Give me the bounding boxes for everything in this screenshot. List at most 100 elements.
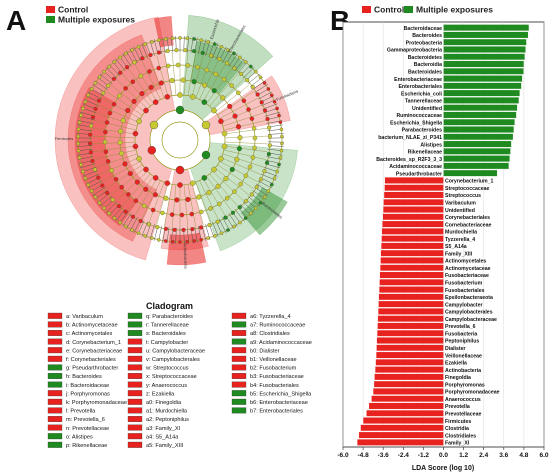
clade-node [221, 130, 228, 137]
clade-branch-inner [183, 184, 189, 228]
clade-node [213, 42, 217, 46]
legend-b-control-swatch [362, 6, 371, 13]
clade-branch-inner [224, 141, 268, 145]
clade-node [92, 167, 98, 172]
key-swatch [47, 390, 63, 397]
clade-node [86, 93, 91, 98]
lda-bar [382, 213, 444, 221]
clade-node [185, 63, 191, 68]
lda-bar [443, 148, 511, 155]
clade-node [230, 210, 235, 215]
key-item-label: a1: Murdochiella [146, 409, 188, 415]
lda-bar-label: Bacteroidetes [408, 55, 442, 61]
clade-node [235, 124, 242, 130]
clade-branch [99, 73, 113, 85]
key-swatch [231, 381, 247, 388]
key-swatch [231, 390, 247, 397]
clade-node [146, 222, 151, 227]
clade-node [241, 98, 247, 104]
clade-node [185, 36, 189, 40]
clade-branch-inner [223, 149, 266, 160]
clade-branch-inner [102, 161, 141, 182]
key-swatch [47, 338, 63, 345]
clade-branch [141, 43, 148, 59]
lda-bar-label: Dialister [445, 346, 465, 352]
lda-bar [443, 104, 518, 111]
clade-branch-inner [171, 52, 177, 96]
clade-node [76, 141, 80, 146]
key-swatch [231, 398, 247, 405]
key-swatch [231, 338, 247, 345]
lda-bar-label: Firmicutes [445, 419, 471, 425]
clade-node [118, 220, 122, 225]
lda-tick-label: 2.4 [479, 452, 488, 459]
clade-node [130, 214, 136, 219]
key-swatch [47, 433, 63, 440]
clade-node [243, 173, 249, 179]
clade-node [227, 103, 233, 109]
lda-bar [443, 31, 529, 39]
lda-bar-label: Bacteroides [412, 33, 442, 39]
lda-bar-label: Veillonellaceae [445, 353, 482, 359]
clade-branch-inner [212, 79, 244, 110]
clade-node [107, 110, 113, 116]
lda-bar [376, 344, 444, 352]
clade-node [258, 75, 263, 79]
clade-node [81, 169, 85, 174]
key-swatch [127, 433, 143, 440]
clade-node [140, 56, 145, 61]
lda-bar-label: Bacteroidia [414, 62, 442, 68]
lda-bar-label: Prevotella [445, 404, 470, 410]
clade-branch [99, 195, 113, 207]
clade-node [237, 135, 243, 141]
clade-node [89, 123, 94, 128]
clade-branch-inner [199, 60, 219, 100]
clade-node [130, 79, 136, 84]
lda-bar [377, 322, 444, 330]
clade-node [164, 37, 168, 41]
clade-branch-inner [141, 180, 161, 220]
lda-bar-label: Bacteroidales [408, 70, 442, 76]
clade-branch [257, 180, 273, 189]
clade-node [221, 77, 227, 82]
clade-node [206, 236, 210, 240]
lda-tick-label: 4.8 [519, 452, 528, 459]
clade-node [124, 51, 128, 56]
clade-node [101, 90, 106, 96]
clade-node [269, 93, 274, 98]
clade-node [191, 79, 197, 85]
lda-bar-label: Ruminococcaceae [396, 113, 442, 119]
clade-node [118, 70, 123, 75]
clade-node [143, 186, 149, 192]
clade-node [208, 206, 213, 211]
lda-bar [380, 257, 444, 264]
clade-branch-inner [99, 105, 139, 123]
clade-branch-inner [191, 55, 204, 97]
lda-bar [443, 38, 527, 46]
clade-node [262, 195, 267, 199]
lda-bar-label: bacterium_NLAE_zl_P341 [378, 135, 442, 141]
lda-bar-label: Bacteroidaceae [404, 26, 442, 32]
clade-node [255, 92, 260, 97]
clade-branch-inner [224, 127, 268, 135]
clade-branch-inner [199, 180, 219, 220]
lda-bar [381, 242, 444, 250]
key-swatch [127, 338, 143, 345]
clade-node [218, 155, 224, 162]
clade-node [136, 45, 141, 49]
lda-tick-label: -3.6 [378, 452, 390, 459]
clade-node [232, 224, 236, 229]
clade-node [139, 91, 145, 97]
clade-node [110, 197, 115, 202]
clade-node [229, 83, 234, 88]
clade-node [79, 162, 83, 167]
clade-node [171, 36, 175, 40]
clade-node [192, 49, 197, 54]
clade-node [150, 40, 154, 44]
lda-bar-label: Campylobacterales [445, 310, 493, 316]
clade-branch-inner [223, 120, 266, 131]
clade-node [249, 64, 253, 69]
clade-node [163, 195, 169, 201]
clade-node [160, 210, 165, 216]
clade-branch-inner [156, 183, 169, 225]
